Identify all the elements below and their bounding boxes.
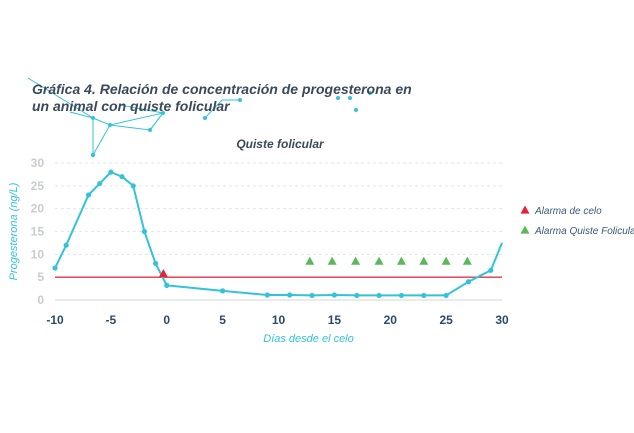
legend-label: Alarma Quiste Folicular xyxy=(534,226,634,237)
x-tick-label: 30 xyxy=(495,313,509,327)
data-point xyxy=(421,292,427,299)
x-tick-label: 10 xyxy=(272,313,286,327)
alarma-quiste-marker xyxy=(351,256,361,265)
x-tick-label: 15 xyxy=(328,313,342,327)
data-point xyxy=(465,279,472,285)
data-point xyxy=(354,292,360,299)
data-point xyxy=(141,228,147,235)
x-tick-label: 25 xyxy=(439,313,453,327)
x-tick-label: 20 xyxy=(384,313,398,327)
legend-marker xyxy=(520,205,530,214)
alarma-quiste-marker xyxy=(374,256,384,265)
data-point xyxy=(376,292,382,299)
data-point xyxy=(488,267,494,273)
data-point xyxy=(264,292,270,298)
y-tick-label: 30 xyxy=(31,156,45,170)
data-point xyxy=(130,183,136,189)
data-point xyxy=(152,260,159,267)
x-tick-label: -10 xyxy=(46,313,64,327)
alarma-quiste-marker xyxy=(396,256,406,265)
legend: Alarma de celo Alarma Quiste Folicular xyxy=(520,205,634,237)
alarma-quiste-marker xyxy=(419,256,429,265)
alarma-quiste-marker xyxy=(462,256,472,265)
x-tick-label: -5 xyxy=(106,313,117,327)
data-point xyxy=(331,292,337,298)
data-point xyxy=(108,169,114,175)
alarma-quiste-markers xyxy=(305,256,472,265)
network-decoration xyxy=(27,77,372,158)
y-axis-label: Progesterona (ng/L) xyxy=(8,182,20,280)
legend-label: Alarma de celo xyxy=(534,206,602,217)
grid-lines xyxy=(55,162,502,301)
data-point xyxy=(164,282,170,288)
y-tick-label: 0 xyxy=(37,293,44,307)
chart-subtitle: Quiste folicular xyxy=(236,137,325,151)
chart-title-line-1: Gráfica 4. Relación de concentración de … xyxy=(32,81,412,97)
y-tick-label: 5 xyxy=(37,270,44,284)
progesterone-points xyxy=(52,169,494,299)
x-tick-label: 0 xyxy=(163,313,170,327)
x-tick-label: 5 xyxy=(219,313,226,327)
chart-title-line-2: un animal con quiste folicular xyxy=(32,98,231,114)
y-tick-label: 20 xyxy=(31,202,45,216)
data-point xyxy=(287,292,293,298)
y-tick-label: 25 xyxy=(31,179,45,193)
data-point xyxy=(220,288,226,294)
data-point xyxy=(85,192,92,198)
alarma-quiste-marker xyxy=(441,256,451,265)
alarma-quiste-marker xyxy=(327,256,337,265)
data-point xyxy=(443,292,449,299)
y-tick-label: 15 xyxy=(31,225,45,239)
y-tick-label: 10 xyxy=(31,247,45,261)
x-axis-label: Días desde el celo xyxy=(263,333,354,345)
data-point xyxy=(97,180,103,187)
alarma-celo-marker xyxy=(158,269,168,278)
data-point xyxy=(52,265,58,271)
y-axis-ticks: 0 5 10 15 20 25 30 xyxy=(31,156,45,307)
data-point xyxy=(309,292,315,299)
x-axis-ticks: -10 -5 0 5 10 15 20 25 30 xyxy=(46,313,509,327)
alarma-quiste-marker xyxy=(305,256,315,265)
alarma-celo-markers xyxy=(158,269,168,278)
data-point xyxy=(398,292,405,299)
legend-marker xyxy=(520,225,530,234)
data-point xyxy=(63,242,69,248)
data-point xyxy=(119,174,125,180)
